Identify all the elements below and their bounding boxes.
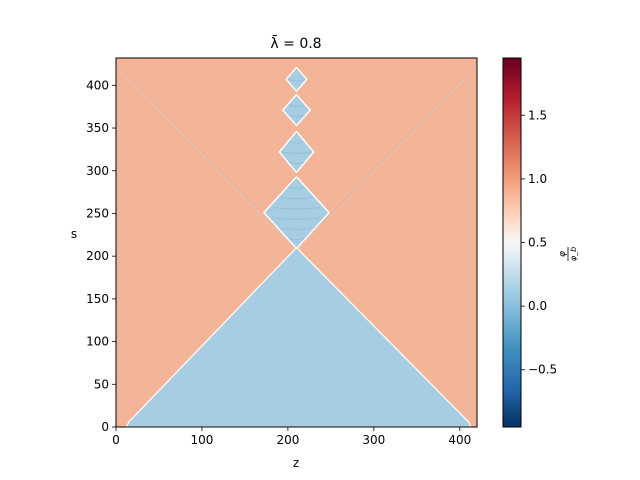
x-tick-label: 0 [112,433,120,447]
bubble-ripple [281,151,312,154]
y-tick-label: 300 [86,164,109,178]
bubble-ripple [288,104,305,107]
x-tick-label: 300 [362,433,385,447]
bubble [281,93,312,127]
x-tick-label: 100 [190,433,213,447]
bubble-ripple [280,227,313,230]
bubble [285,66,308,93]
colorbar-tick-label: 1.0 [528,172,547,186]
bubble-ripple [288,114,305,118]
x-axis-label: z [293,456,299,470]
bubble-ripple [288,237,305,241]
chart-title: λ̄ = 0.8 [270,34,321,52]
x-tick-label: 200 [276,433,299,447]
bubble-ripple [289,141,304,144]
ripple-line [116,63,279,230]
bubble-ripple [280,196,313,200]
y-tick-label: 150 [86,292,109,306]
bubble-diamond [278,130,315,174]
bubble-ripple [287,78,306,82]
bubble-ripple [289,161,304,165]
bubble-ripple [288,186,305,189]
bubble-ripple [272,217,321,220]
bubble-ripple [272,206,321,210]
heatmap-area [116,58,477,427]
y-tick-label: 200 [86,249,109,263]
colorbar-ticks: −0.5 0.0 0.5 1.0 1.5 [521,108,557,377]
bubble [262,175,331,250]
colorbar-tick-label: 1.5 [528,108,547,122]
colorbar-tick-label: −0.5 [528,363,557,377]
bubble-diamond [285,66,308,93]
y-tick-label: 250 [86,206,109,220]
bubble [278,130,315,174]
bubble-diamond [281,93,312,127]
colorbar-tick-label: 0.0 [528,299,547,313]
x-tick-label: 400 [448,433,471,447]
y-axis: 0 50 100 150 200 250 300 350 400 [86,78,116,434]
y-tick-label: 350 [86,121,109,135]
y-axis-label: s [71,227,77,241]
y-tick-label: 100 [86,335,109,349]
y-tick-label: 50 [94,377,109,391]
colorbar [502,57,522,428]
cone-region [125,246,472,427]
plot-frame [115,57,478,428]
colorbar-label-denominator: φ_b [569,247,578,261]
colorbar-tick-label: 0.5 [528,236,547,250]
bubble-diamond [262,175,331,250]
y-tick-label: 0 [101,420,109,434]
colorbar-label-numerator: φ [558,251,568,257]
x-axis: 0 100 200 300 400 [112,427,471,447]
ripple-line [314,63,477,230]
y-tick-label: 400 [86,78,109,92]
colorbar-label: φ φ_b [558,247,578,261]
ripple-pattern [116,63,477,247]
